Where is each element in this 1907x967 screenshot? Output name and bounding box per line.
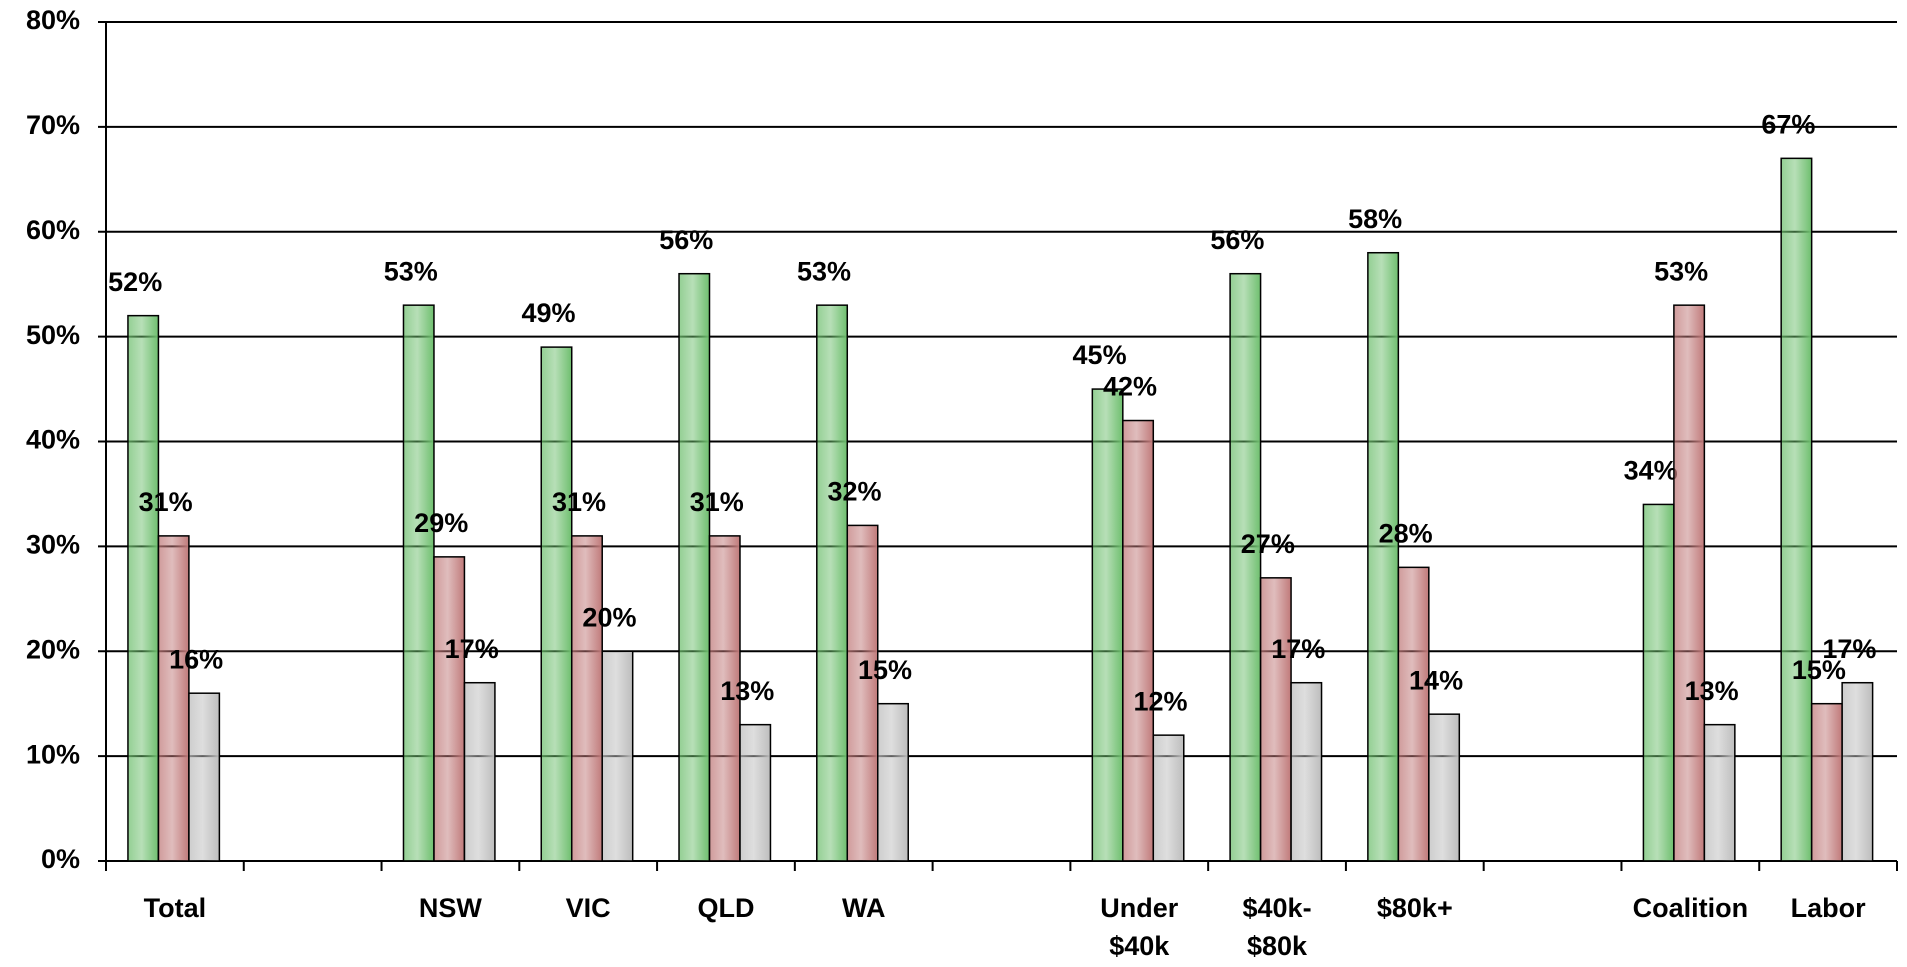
y-tick-label: 80% (26, 5, 80, 35)
bar (877, 702, 909, 862)
bar (678, 272, 711, 862)
x-tick-label: Coalition (1633, 893, 1749, 923)
data-label: 17% (445, 634, 499, 664)
bar (816, 304, 849, 862)
data-label: 31% (139, 487, 193, 517)
data-label: 34% (1624, 456, 1678, 486)
bar (1810, 702, 1843, 862)
data-label: 20% (582, 602, 636, 632)
data-label: 52% (108, 267, 162, 297)
x-tick-label: QLD (697, 893, 754, 923)
bar (157, 535, 190, 862)
bar (1229, 272, 1262, 862)
data-label: 16% (169, 644, 223, 674)
data-label: 12% (1134, 686, 1188, 716)
y-tick-label: 10% (26, 739, 80, 769)
y-tick-label: 0% (41, 844, 80, 874)
data-label: 28% (1379, 518, 1433, 548)
bar (1397, 566, 1430, 862)
bar (846, 524, 879, 862)
data-label: 32% (827, 477, 881, 507)
bar (540, 346, 573, 862)
bar (1367, 251, 1400, 862)
bar (1259, 577, 1292, 862)
data-label: 58% (1348, 204, 1402, 234)
data-label: 29% (414, 508, 468, 538)
bar (188, 692, 221, 862)
data-label: 14% (1409, 665, 1463, 695)
bar (1841, 681, 1874, 862)
x-tick-label: $80k+ (1377, 893, 1453, 923)
data-label: 53% (384, 256, 438, 286)
bar (601, 650, 634, 862)
bar (463, 681, 496, 862)
bar (1642, 503, 1675, 862)
x-tick-label: Labor (1791, 893, 1866, 923)
y-tick-label: 40% (26, 425, 80, 455)
bar (1091, 388, 1124, 862)
bar (708, 535, 741, 862)
x-tick-label: $40k-$80k (1243, 893, 1312, 961)
bar (1703, 723, 1736, 862)
y-tick-label: 20% (26, 634, 80, 664)
data-label: 17% (1271, 634, 1325, 664)
bar (570, 535, 603, 862)
data-label: 53% (797, 256, 851, 286)
data-label: 27% (1241, 529, 1295, 559)
y-tick-label: 30% (26, 530, 80, 560)
bar (1122, 419, 1155, 862)
data-label: 56% (1210, 225, 1264, 255)
bar (127, 314, 160, 862)
data-label: 13% (720, 676, 774, 706)
data-label: 53% (1654, 256, 1708, 286)
x-tick-label: Total (144, 893, 207, 923)
x-tick-label: Under $40k (1100, 893, 1179, 961)
bar (433, 556, 466, 862)
data-label: 45% (1073, 340, 1127, 370)
x-tick-label: WA (842, 893, 886, 923)
data-label: 49% (521, 298, 575, 328)
y-tick-label: 70% (26, 110, 80, 140)
data-label: 17% (1822, 634, 1876, 664)
bar (1152, 734, 1185, 862)
bar (1428, 713, 1461, 862)
data-label: 13% (1685, 676, 1739, 706)
x-tick-label: NSW (419, 893, 483, 923)
bar (1290, 681, 1323, 862)
data-label: 42% (1103, 372, 1157, 402)
y-tick-label: 50% (26, 320, 80, 350)
data-label: 15% (1792, 655, 1846, 685)
bar (402, 304, 435, 862)
y-tick-label: 60% (26, 215, 80, 245)
data-label: 15% (858, 655, 912, 685)
data-label: 31% (690, 487, 744, 517)
data-label: 56% (659, 225, 713, 255)
bar (1673, 304, 1706, 862)
bar (1780, 157, 1813, 862)
bar (739, 723, 772, 862)
data-label: 31% (552, 487, 606, 517)
x-tick-label: VIC (566, 893, 611, 923)
data-label: 67% (1761, 109, 1815, 139)
